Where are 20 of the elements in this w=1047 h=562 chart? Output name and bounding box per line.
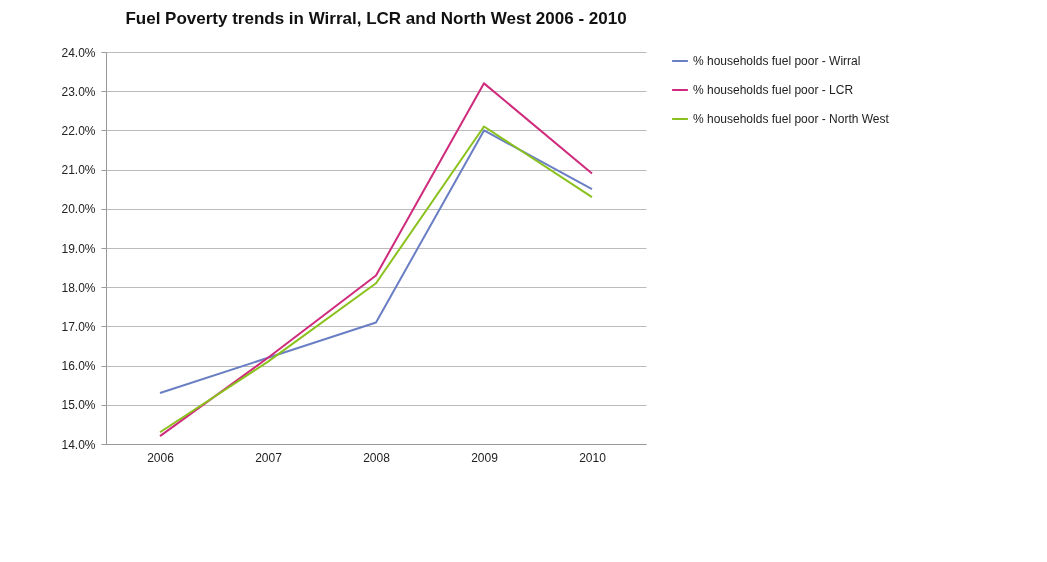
y-tick-label: 22.0% xyxy=(61,123,96,138)
y-tick-label: 18.0% xyxy=(61,280,96,295)
legend-label: % households fuel poor - Wirral xyxy=(693,54,861,68)
y-tick-label: 14.0% xyxy=(61,437,96,452)
y-tick-label: 20.0% xyxy=(61,202,96,217)
y-tick-label: 16.0% xyxy=(61,359,96,374)
y-tick-label: 21.0% xyxy=(61,163,96,178)
y-tick-label: 24.0% xyxy=(61,45,96,60)
y-tick-label: 23.0% xyxy=(61,84,96,99)
chart-title: Fuel Poverty trends in Wirral, LCR and North West 2006 - 2010 xyxy=(125,9,627,28)
y-tick-label: 19.0% xyxy=(61,241,96,256)
x-tick-label: 2008 xyxy=(363,450,391,465)
y-tick-label: 15.0% xyxy=(61,398,96,413)
x-tick-label: 2006 xyxy=(147,450,175,465)
x-tick-label: 2010 xyxy=(579,450,607,465)
x-tick-label: 2007 xyxy=(255,450,283,465)
legend-label: % households fuel poor - LCR xyxy=(693,83,854,97)
legend-label: % households fuel poor - North West xyxy=(693,112,890,126)
x-tick-label: 2009 xyxy=(471,450,499,465)
y-tick-label: 17.0% xyxy=(61,319,96,334)
